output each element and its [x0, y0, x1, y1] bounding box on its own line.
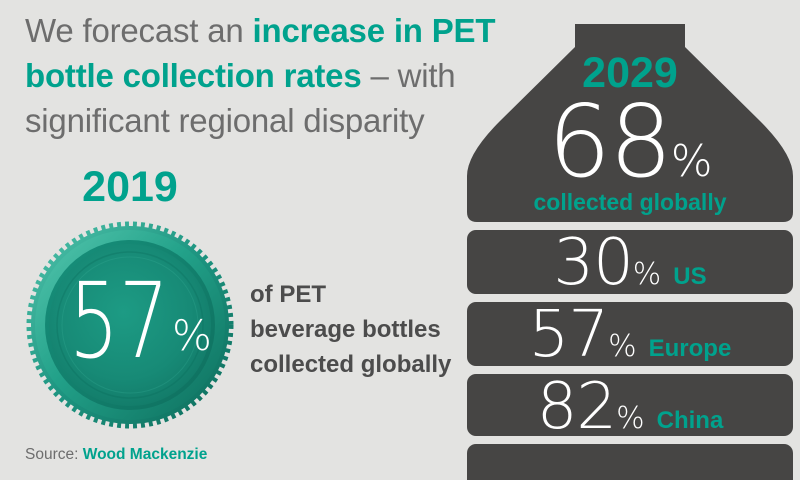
- source-name: Wood Mackenzie: [82, 446, 208, 463]
- coin-detail-ring: [61, 256, 199, 394]
- percent-sign: %: [616, 401, 645, 436]
- coin-caption-line: of PET: [250, 281, 326, 308]
- page-title: We forecast an increase in PET bottle co…: [25, 8, 585, 143]
- title-line-1: We forecast an increase in PET: [25, 8, 585, 53]
- year-label-2029: 2029: [582, 49, 678, 97]
- bottle-neck-shoulder: [467, 24, 793, 222]
- source-line: Source: Wood Mackenzie: [25, 446, 207, 464]
- coin-value: 57: [69, 260, 169, 382]
- title-text-highlight: bottle collection rates: [25, 57, 362, 94]
- region-value: 30: [553, 226, 633, 300]
- region-label: Europe: [648, 335, 732, 362]
- title-text-gray: significant regional disparity: [25, 102, 425, 139]
- region-segment-europe: 57% Europe: [467, 302, 793, 368]
- bottle-cap-coin: 57 %: [26, 221, 234, 429]
- bottle-shoulder-shape: [467, 24, 793, 222]
- coin-detail-ring: [56, 251, 204, 399]
- region-label: China: [656, 407, 724, 434]
- region-segment-china: 82% China: [467, 374, 793, 440]
- percent-sign: %: [670, 136, 713, 187]
- coin-inner-disc: [49, 244, 211, 406]
- percent-sign: %: [632, 257, 662, 292]
- title-text-highlight: increase in PET: [252, 12, 496, 49]
- global-rate-value: 68: [547, 83, 672, 200]
- bottle-base-segment: [467, 444, 793, 480]
- coin-caption: of PET beverage bottles collected global…: [250, 277, 451, 382]
- coin-percent-sign: %: [172, 311, 212, 360]
- region-value: 82: [536, 370, 617, 444]
- region-segment-us: 30% US: [467, 230, 793, 296]
- title-text-gray: We forecast an: [25, 12, 253, 49]
- year-label-2019: 2019: [82, 163, 178, 211]
- region-label: US: [673, 263, 707, 290]
- global-rate-caption: collected globally: [533, 189, 727, 215]
- title-line-2: bottle collection rates – with: [25, 53, 585, 98]
- coin-caption-line: beverage bottles: [250, 316, 441, 343]
- region-value: 57: [528, 298, 609, 372]
- global-rate-row: 68%: [467, 92, 793, 212]
- source-prefix: Source:: [25, 446, 79, 463]
- coin-caption-line: collected globally: [250, 351, 452, 378]
- percent-sign: %: [608, 329, 637, 364]
- title-line-3: significant regional disparity: [25, 98, 585, 143]
- title-text-gray: – with: [361, 57, 456, 94]
